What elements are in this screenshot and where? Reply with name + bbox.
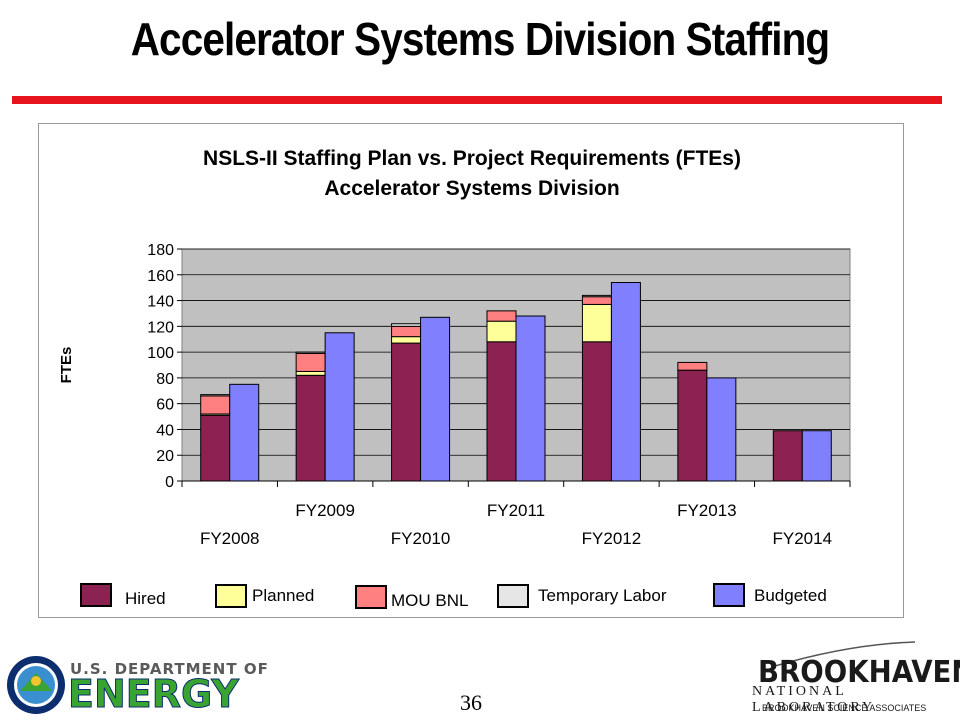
legend-label: Budgeted [754,586,827,605]
bar-hired [200,414,231,482]
page-number: 36 [460,690,482,715]
chart-subtitle: Accelerator Systems Division [324,177,619,200]
bar-planned [581,303,612,343]
bar-planned [295,370,326,376]
bnl-logo-assoc: BROOKHAVEN SCIENCE ASSOCIATES [762,703,927,713]
bar-budgeted [515,315,546,482]
y-tick-label: 180 [147,242,174,259]
bar-hired [391,342,422,482]
y-tick-label: 120 [147,319,174,336]
bar-mou-bnl [581,296,612,305]
bnl-swoosh-icon [774,641,916,667]
chart-frame: NSLS-II Staffing Plan vs. Project Requir… [38,123,904,618]
legend-swatch [215,584,247,608]
x-tick-label: FY2012 [582,529,642,548]
legend-swatch [497,584,529,608]
bnl-logo-name: BROOKHAVEN [758,655,960,690]
x-tick-label: FY2011 [487,501,545,520]
y-tick-label: 60 [156,397,174,414]
bar-hired [772,430,803,482]
bar-budgeted [610,282,641,482]
slide-title: Accelerator Systems Division Staffing [130,13,830,65]
bar-temporary-labor [200,394,231,397]
x-tick-label: FY2010 [391,529,451,548]
y-tick-label: 0 [165,474,174,491]
bar-mou-bnl [295,352,326,372]
y-tick-label: 160 [147,268,174,285]
x-tick-label: FY2008 [200,529,260,548]
title-divider [12,96,942,104]
y-axis-title: FTEs [58,347,75,384]
doe-seal-icon [7,656,65,714]
legend-swatch [355,585,387,609]
y-tick-label: 20 [156,448,174,465]
y-tick-label: 140 [147,294,174,311]
bar-budgeted [706,377,737,482]
y-tick-label: 80 [156,371,174,388]
bar-mou-bnl [486,310,517,322]
legend-swatch [80,583,112,607]
bar-budgeted [801,430,832,482]
y-tick-label: 100 [147,345,174,362]
doe-logo-main: ENERGY [68,672,240,717]
x-tick-label: FY2009 [295,501,355,520]
bar-planned [486,320,517,343]
bar-hired [581,341,612,482]
bar-hired [677,369,708,482]
legend-label: MOU BNL [391,591,468,610]
legend-label: Hired [125,589,166,608]
bar-planned [391,336,422,344]
bar-mou-bnl [391,325,422,338]
bnl-logo-sub: NATIONAL LABORATORY [752,684,876,715]
y-tick-label: 40 [156,422,174,439]
bar-mou-bnl [200,395,231,415]
chart-title: NSLS-II Staffing Plan vs. Project Requir… [203,147,741,170]
x-tick-label: FY2014 [773,529,833,548]
bar-hired [486,341,517,482]
doe-logo-top: U.S. DEPARTMENT OF [70,660,269,678]
bar-mou-bnl [677,361,708,371]
legend-swatch [713,583,745,607]
bar-temporary-labor [581,294,612,298]
x-tick-label: FY2013 [677,501,737,520]
legend-label: Planned [252,586,314,605]
bar-temporary-labor [295,351,326,354]
legend-label: Temporary Labor [538,586,667,605]
bar-budgeted [229,383,260,482]
bar-temporary-labor [391,323,422,327]
staffing-chart: NSLS-II Staffing Plan vs. Project Requir… [58,147,851,610]
bar-budgeted [324,332,355,482]
bar-budgeted [420,316,451,482]
bar-hired [295,374,326,482]
